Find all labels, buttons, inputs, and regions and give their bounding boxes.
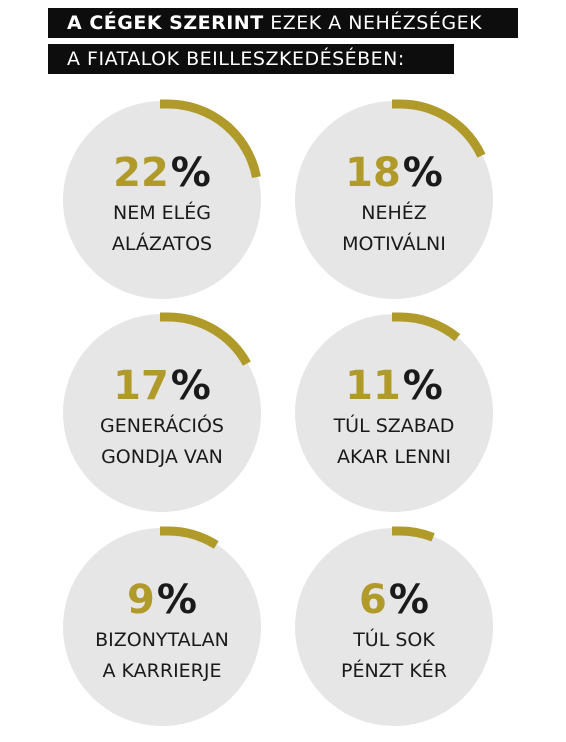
gauge-label-line: TÚL SOK — [352, 627, 435, 651]
percent-value: 9% — [127, 577, 197, 623]
gauge-arc — [160, 312, 251, 366]
percent-number: 17 — [113, 363, 169, 409]
gauge-label-line: BIZONYTALAN — [95, 629, 229, 651]
title-bold-part: A CÉGEK SZERINT — [67, 12, 264, 34]
percent-number: 11 — [345, 363, 401, 409]
percent-value: 17% — [113, 363, 211, 409]
gauge-item: 18% NEHÉZ MOTIVÁLNI — [295, 99, 493, 299]
title-line-2: A FIATALOK BEILLESZKEDÉSÉBEN: — [48, 44, 454, 74]
percent-number: 9 — [127, 577, 155, 623]
percent-sign: % — [157, 577, 197, 623]
gauge-label-line: NEM ELÉG — [113, 201, 211, 224]
percent-number: 22 — [113, 150, 169, 196]
percent-number: 6 — [359, 577, 387, 623]
gauge-label-line: MOTIVÁLNI — [342, 232, 446, 255]
percent-sign: % — [389, 577, 429, 623]
gauge-label-line: PÉNZT KÉR — [341, 659, 447, 682]
percent-value: 18% — [345, 150, 443, 196]
gauge-background-circle — [63, 101, 261, 299]
gauge-arc — [160, 526, 219, 549]
gauge-arc — [392, 312, 461, 342]
percent-value: 6% — [359, 577, 429, 623]
gauge-label-line: AKAR LENNI — [337, 446, 451, 468]
title-line-1: A CÉGEK SZERINT EZEK A NEHÉZSÉGEK — [48, 8, 518, 38]
gauge-label-line: GONDJA VAN — [101, 446, 223, 468]
percent-value: 22% — [113, 150, 211, 196]
gauge-arc — [392, 526, 435, 542]
gauge-background-circle — [63, 528, 261, 726]
gauge-background-circle — [63, 314, 261, 512]
gauge-label-line: ALÁZATOS — [112, 232, 212, 255]
gauge-item: 22% NEM ELÉG ALÁZATOS — [63, 99, 261, 299]
gauge-label-line: NEHÉZ — [361, 201, 427, 224]
gauge-background-circle — [295, 101, 493, 299]
percent-sign: % — [171, 363, 211, 409]
gauge-label-line: TÚL SZABAD — [333, 413, 455, 437]
percent-sign: % — [403, 363, 443, 409]
gauge-background-circle — [295, 314, 493, 512]
percent-sign: % — [171, 150, 211, 196]
gauge-arc — [392, 99, 486, 158]
percent-sign: % — [403, 150, 443, 196]
percent-number: 18 — [345, 150, 401, 196]
gauge-item: 6% TÚL SOK PÉNZT KÉR — [295, 526, 493, 726]
gauge-label-line: GENERÁCIÓS — [100, 413, 224, 437]
title-rest-part: EZEK A NEHÉZSÉGEK — [263, 12, 483, 34]
gauge-label-line: A KARRIERJE — [103, 660, 222, 682]
gauge-item: 17% GENERÁCIÓS GONDJA VAN — [63, 312, 261, 512]
percent-value: 11% — [345, 363, 443, 409]
title-second-line: A FIATALOK BEILLESZKEDÉSÉBEN: — [67, 48, 405, 70]
gauge-item: 11% TÚL SZABAD AKAR LENNI — [295, 312, 493, 512]
gauge-item: 9% BIZONYTALAN A KARRIERJE — [63, 526, 261, 726]
gauge-background-circle — [295, 528, 493, 726]
gauge-arc — [160, 99, 261, 179]
